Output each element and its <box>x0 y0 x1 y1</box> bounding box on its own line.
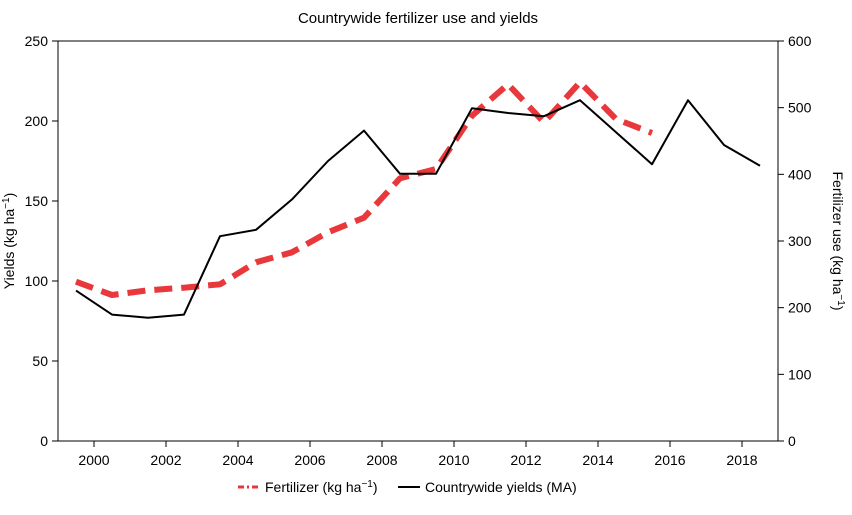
left-y-tick-label: 100 <box>25 273 49 289</box>
x-tick-label: 2008 <box>366 452 397 468</box>
x-axis: 2000 2002 2004 2006 2008 2010 2012 2014 2016 2018 <box>78 441 758 468</box>
legend-label: Countrywide yields (MA) <box>425 479 577 495</box>
x-tick-label: 2014 <box>582 452 613 468</box>
right-y-axis-label: Fertilizer use (kg ha−1) <box>830 171 846 310</box>
left-y-tick-label: 150 <box>25 193 49 209</box>
chart-title: Countrywide fertilizer use and yields <box>298 10 538 27</box>
x-tick-label: 2000 <box>78 452 109 468</box>
left-y-axis: 0 50 100 150 200 250 <box>25 33 58 449</box>
x-tick-label: 2004 <box>222 452 253 468</box>
legend: Fertilizer (kg ha−1) Countrywide yields (… <box>238 479 577 495</box>
x-tick-label: 2002 <box>150 452 181 468</box>
x-tick-label: 2010 <box>438 452 469 468</box>
series-layer <box>74 79 761 319</box>
countrywide-yields-ma-line <box>75 99 761 319</box>
right-y-tick-label: 0 <box>788 433 796 449</box>
left-y-tick-label: 200 <box>25 113 49 129</box>
x-tick-label: 2016 <box>654 452 685 468</box>
x-tick-label: 2012 <box>510 452 541 468</box>
right-y-tick-label: 300 <box>788 233 812 249</box>
right-y-tick-label: 100 <box>788 366 812 382</box>
right-y-tick-label: 200 <box>788 300 812 316</box>
fertilizer-line <box>74 79 654 298</box>
right-y-tick-label: 400 <box>788 166 812 182</box>
left-y-tick-label: 250 <box>25 33 49 49</box>
right-y-tick-label: 600 <box>788 33 812 49</box>
left-y-tick-label: 0 <box>40 433 48 449</box>
legend-label: Fertilizer (kg ha−1) <box>265 479 378 495</box>
right-y-tick-label: 500 <box>788 100 812 116</box>
plot-frame <box>57 40 779 442</box>
x-tick-label: 2018 <box>726 452 757 468</box>
left-y-tick-label: 50 <box>32 353 48 369</box>
right-y-axis: 0 100 200 300 400 500 600 <box>778 33 812 449</box>
x-tick-label: 2006 <box>294 452 325 468</box>
left-y-axis-label: Yields (kg ha−1) <box>1 193 17 290</box>
